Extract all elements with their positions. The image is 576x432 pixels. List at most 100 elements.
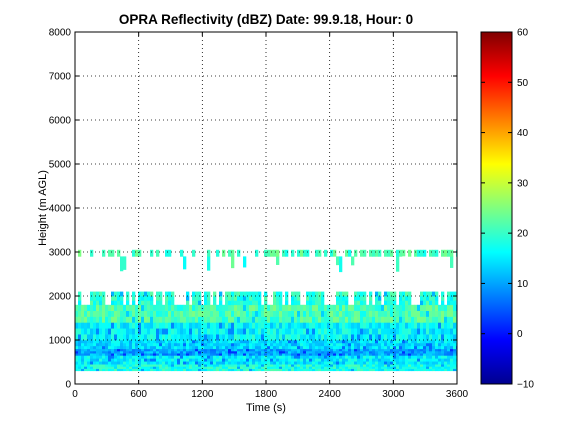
field-cell xyxy=(447,353,451,356)
field-cell xyxy=(354,291,358,297)
field-cell xyxy=(231,366,235,369)
field-cell xyxy=(165,249,169,257)
field-cell xyxy=(240,291,244,297)
field-cell xyxy=(444,351,448,354)
field-cell xyxy=(93,355,97,359)
field-cell xyxy=(240,334,244,341)
field-cell xyxy=(279,353,283,356)
field-cell xyxy=(162,310,166,317)
field-cell xyxy=(270,345,274,350)
field-cell xyxy=(174,358,178,362)
field-cell xyxy=(312,328,316,335)
field-cell xyxy=(132,291,136,297)
field-cell xyxy=(360,300,364,306)
field-cell xyxy=(336,342,340,347)
field-cell xyxy=(165,361,169,365)
field-cell xyxy=(75,351,79,354)
field-cell xyxy=(111,351,115,354)
field-cell xyxy=(144,366,148,369)
field-cell xyxy=(294,355,298,359)
field-cell xyxy=(255,310,259,317)
field-cell xyxy=(279,358,283,362)
field-cell xyxy=(321,368,325,372)
field-cell xyxy=(123,364,127,367)
field-cell xyxy=(213,334,217,341)
field-cell xyxy=(375,342,379,347)
field-cell xyxy=(405,345,409,350)
field-cell xyxy=(441,366,445,369)
field-cell xyxy=(384,351,388,354)
field-cell xyxy=(267,351,271,354)
field-cell xyxy=(423,340,427,344)
field-cell xyxy=(75,358,79,362)
field-cell xyxy=(204,345,208,350)
field-cell xyxy=(249,316,253,323)
field-cell xyxy=(267,316,271,323)
field-cell xyxy=(384,361,388,365)
field-cell xyxy=(375,291,379,297)
field-cell xyxy=(426,291,430,297)
field-cell xyxy=(387,355,391,359)
field-cell xyxy=(426,328,430,335)
field-cell xyxy=(186,342,190,347)
field-cell xyxy=(141,316,145,323)
field-cell xyxy=(327,348,331,352)
field-cell xyxy=(276,353,280,356)
field-cell xyxy=(396,256,400,272)
field-cell xyxy=(297,328,301,335)
y-tick-label: 0 xyxy=(65,380,71,391)
field-cell xyxy=(402,316,406,323)
field-cell xyxy=(426,296,430,301)
field-cell xyxy=(285,361,289,365)
field-cell xyxy=(102,291,106,297)
field-cell xyxy=(396,340,400,344)
field-cell xyxy=(327,340,331,344)
field-cell xyxy=(363,310,367,317)
field-cell xyxy=(174,348,178,352)
field-cell xyxy=(99,334,103,341)
field-cell xyxy=(456,310,457,317)
field-cell xyxy=(351,364,355,367)
field-cell xyxy=(390,353,394,356)
field-cell xyxy=(198,364,202,367)
field-cell xyxy=(438,351,442,354)
field-cell xyxy=(300,304,304,311)
field-cell xyxy=(99,304,103,311)
field-cell xyxy=(363,351,367,354)
field-cell xyxy=(282,310,286,317)
field-cell xyxy=(369,296,373,301)
field-cell xyxy=(183,304,187,311)
field-cell xyxy=(189,328,193,335)
field-cell xyxy=(366,353,370,356)
field-cell xyxy=(357,304,361,311)
field-cell xyxy=(420,322,424,329)
field-cell xyxy=(111,322,115,329)
field-cell xyxy=(408,328,412,335)
field-cell xyxy=(108,348,112,352)
field-cell xyxy=(345,334,349,341)
field-cell xyxy=(204,328,208,335)
field-cell xyxy=(432,316,436,323)
field-cell xyxy=(117,340,121,344)
field-cell xyxy=(150,340,154,344)
field-cell xyxy=(315,322,319,329)
field-cell xyxy=(99,353,103,356)
field-cell xyxy=(444,368,448,372)
field-cell xyxy=(318,296,322,301)
field-cell xyxy=(444,322,448,329)
field-cell xyxy=(384,355,388,359)
field-cell xyxy=(435,353,439,356)
field-cell xyxy=(150,364,154,367)
field-cell xyxy=(303,361,307,365)
field-cell xyxy=(99,300,103,306)
field-cell xyxy=(231,351,235,354)
field-cell xyxy=(87,342,91,347)
field-cell xyxy=(300,368,304,372)
field-cell xyxy=(375,348,379,352)
field-cell xyxy=(366,351,370,354)
field-cell xyxy=(186,340,190,344)
field-cell xyxy=(312,361,316,365)
field-cell xyxy=(165,300,169,306)
field-cell xyxy=(216,358,220,362)
field-cell xyxy=(156,328,160,335)
